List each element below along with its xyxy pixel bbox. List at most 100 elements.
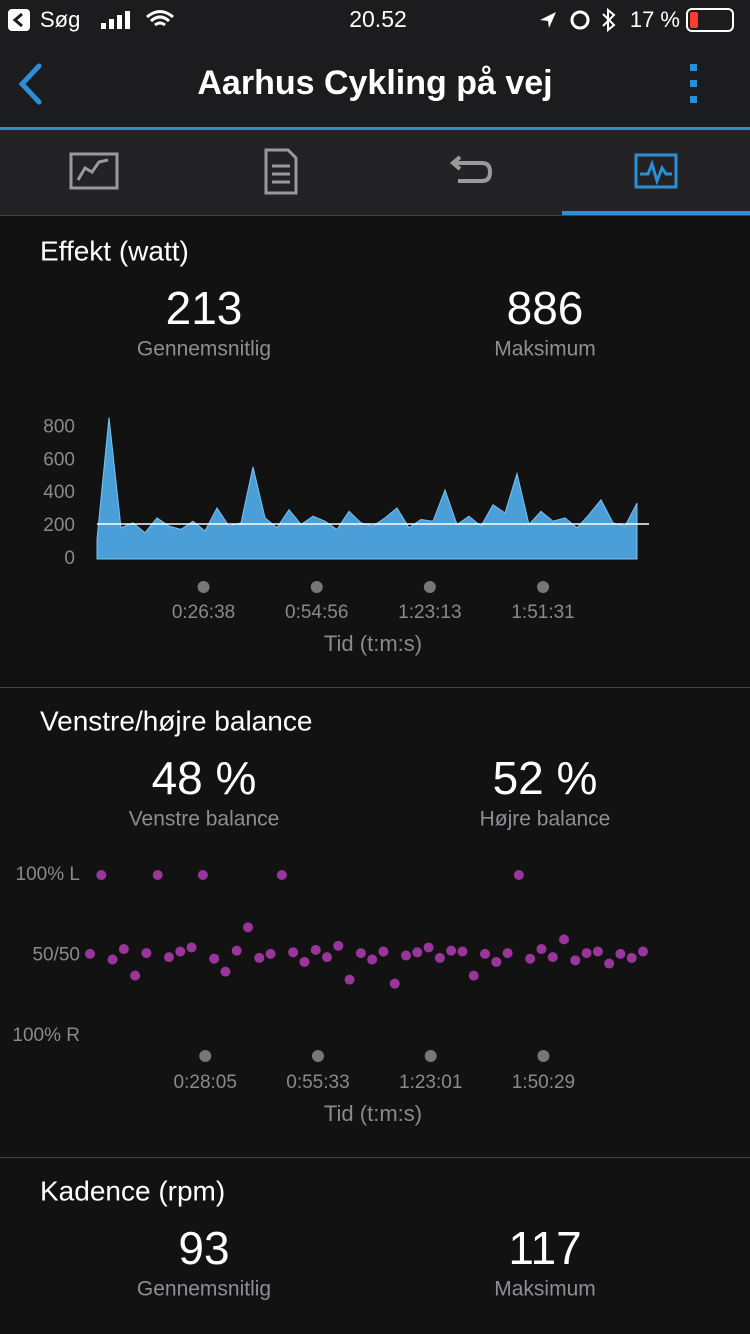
balance-point <box>491 956 502 967</box>
tab-details[interactable] <box>264 148 298 195</box>
tab-overview[interactable] <box>69 152 119 190</box>
balance-point <box>243 922 254 933</box>
x-tick-mark <box>311 1050 324 1062</box>
balance-point <box>389 978 400 989</box>
x-tick-label: 1:51:31 <box>511 602 574 623</box>
balance-point <box>468 970 479 981</box>
x-tick-label: 1:23:01 <box>399 1072 462 1093</box>
balance-point <box>446 945 457 956</box>
x-tick-mark <box>197 581 210 593</box>
y-tick-label: 800 <box>43 416 75 437</box>
stat-value: 48 % <box>152 752 257 804</box>
section-title: Venstre/højre balance <box>40 705 312 736</box>
balance-point <box>186 942 197 953</box>
stat-label: Højre balance <box>480 808 611 831</box>
balance-point <box>457 946 468 957</box>
stat-label: Maksimum <box>494 1278 596 1301</box>
balance-point <box>570 955 581 966</box>
x-tick-mark <box>537 1050 550 1062</box>
balance-point <box>434 952 445 963</box>
stat-label: Venstre balance <box>129 808 280 831</box>
y-tick-label: 0 <box>64 548 75 569</box>
divider <box>0 687 750 688</box>
balance-point <box>231 945 242 956</box>
back-app-chevron <box>12 12 23 28</box>
balance-point <box>152 870 163 880</box>
balance-point <box>536 944 547 955</box>
divider <box>0 1157 750 1158</box>
balance-point <box>107 954 118 965</box>
tab-active-indicator <box>562 211 750 215</box>
wifi <box>146 10 174 27</box>
balance-point <box>118 944 129 955</box>
balance-point <box>197 870 208 880</box>
tab-charts[interactable] <box>634 153 678 189</box>
battery <box>686 8 734 32</box>
x-tick-mark <box>537 581 550 593</box>
back-button[interactable] <box>18 63 42 105</box>
balance-point <box>581 948 592 959</box>
balance-point <box>322 952 333 963</box>
balance-point <box>254 952 265 963</box>
stat-value: 93 <box>178 1222 229 1274</box>
back-app-label[interactable]: Søg <box>40 7 80 32</box>
balance-point <box>423 942 434 953</box>
balance-point <box>480 948 491 959</box>
balance-point <box>85 948 95 959</box>
x-tick-label: 0:54:56 <box>285 602 348 623</box>
tab-laps[interactable] <box>449 155 493 183</box>
balance-point <box>367 954 378 965</box>
stat-label: Gennemsnitlig <box>137 1278 271 1301</box>
signal <box>101 11 130 29</box>
x-tick-label: 0:26:38 <box>172 602 235 623</box>
x-axis-label: Tid (t:m:s) <box>324 631 422 656</box>
section-title: Kadence (rpm) <box>40 1175 225 1206</box>
balance-point <box>378 946 389 957</box>
x-tick-mark <box>310 581 323 593</box>
more-button[interactable] <box>690 64 697 103</box>
balance-point <box>355 948 366 959</box>
x-tick-label: 1:50:29 <box>512 1072 575 1093</box>
stat-value: 117 <box>508 1222 581 1274</box>
page-title: Aarhus Cykling på vej <box>197 64 552 102</box>
header-line <box>0 127 750 130</box>
y-tick-label: 200 <box>43 515 75 536</box>
balance-point <box>592 946 603 957</box>
section-title: Effekt (watt) <box>40 235 189 266</box>
y-tick-label: 100% R <box>12 1025 80 1046</box>
y-tick-label: 50/50 <box>32 945 80 966</box>
clock: 20.52 <box>349 6 407 32</box>
stat-value: 886 <box>507 282 584 334</box>
y-tick-label: 600 <box>43 449 75 470</box>
y-tick-label: 100% L <box>16 864 80 885</box>
balance-point <box>209 953 220 964</box>
balance-point <box>276 870 287 880</box>
back-app-icon[interactable] <box>8 9 30 31</box>
bluetooth-icon <box>602 7 616 33</box>
balance-point <box>299 956 310 967</box>
x-tick-mark <box>424 1050 437 1062</box>
divider <box>0 215 750 216</box>
stat-label: Maksimum <box>494 338 596 361</box>
balance-point <box>164 952 175 963</box>
balance-point <box>525 953 536 964</box>
balance-point <box>604 958 615 969</box>
tab-bar <box>0 130 750 215</box>
x-tick-mark <box>199 1050 212 1062</box>
balance-point <box>175 946 186 957</box>
balance-point <box>547 952 558 963</box>
x-tick-label: 0:55:33 <box>286 1072 349 1093</box>
balance-point <box>96 870 107 880</box>
x-axis-label: Tid (t:m:s) <box>324 1101 422 1126</box>
balance-point <box>344 974 355 985</box>
battery-percent: 17 % <box>630 7 680 32</box>
balance-point <box>288 947 299 958</box>
balance-point <box>412 947 423 958</box>
balance-point <box>333 940 344 951</box>
balance-point <box>310 944 321 955</box>
location-icon <box>540 12 556 28</box>
balance-point <box>502 948 513 959</box>
stat-label: Gennemsnitlig <box>137 338 271 361</box>
balance-point <box>513 870 524 880</box>
